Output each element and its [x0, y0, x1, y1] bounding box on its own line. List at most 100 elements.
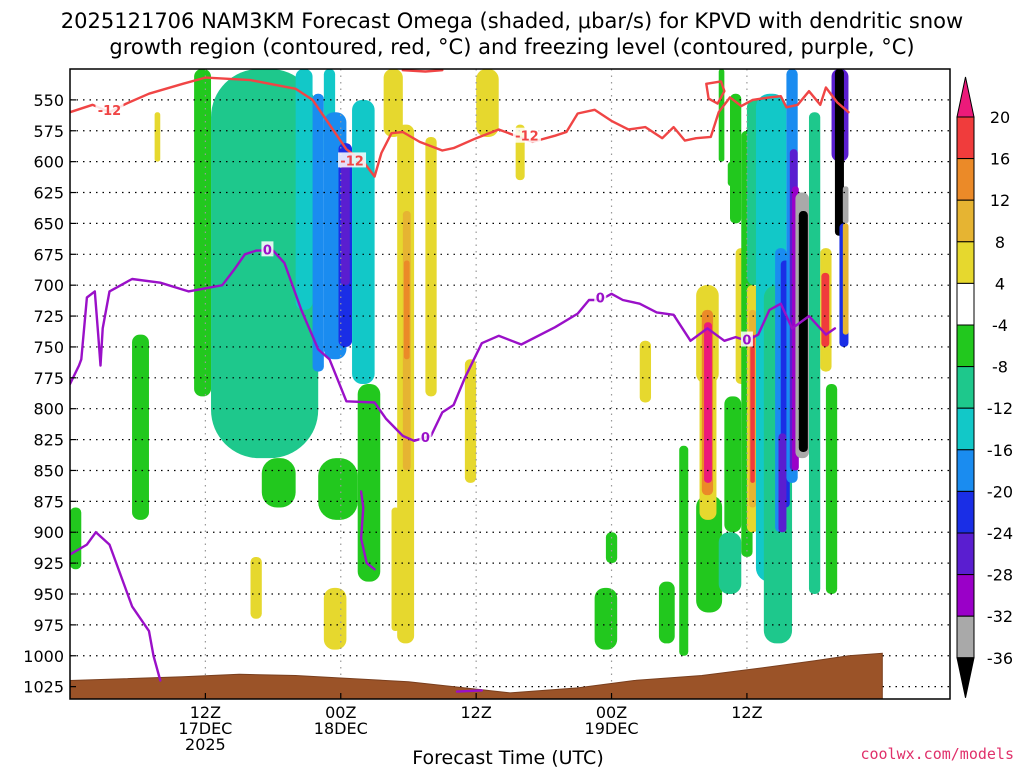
colorbar-swatch [956, 324, 975, 368]
y-tick-label: 950 [33, 585, 64, 604]
omega-cell [808, 112, 821, 594]
y-tick-label: 575 [33, 122, 64, 141]
omega-cell [476, 69, 499, 137]
x-tick-label: 12Z [731, 703, 762, 722]
omega-cell [778, 433, 787, 533]
colorbar-swatch [956, 366, 975, 409]
isotherm-m12-label: -12 [340, 154, 364, 169]
omega-cell [318, 458, 358, 520]
isotherm-0-label-bg [261, 241, 274, 257]
x-tick-label: 12Z [190, 703, 221, 722]
colorbar-swatch [956, 407, 975, 451]
x-axis-label: Forecast Time (UTC) [412, 747, 603, 768]
colorbar-label: -8 [992, 358, 1008, 377]
plot-area: -12 -12 -12 0 0 0 0 [69, 68, 951, 700]
colorbar-swatch [956, 657, 975, 698]
isotherm-m12-label-bg [338, 152, 367, 168]
y-tick-label: 925 [33, 554, 64, 573]
y-tick-label: 800 [33, 400, 64, 419]
omega-cell [425, 136, 437, 397]
colorbar-label: 12 [990, 191, 1010, 210]
chart-title-line-2: growth region (contoured, red, °C) and f… [109, 35, 914, 59]
y-tick-label: 675 [33, 245, 64, 264]
colorbar-label: 16 [990, 150, 1010, 169]
y-tick-label: 700 [33, 276, 64, 295]
y-tick-label: 900 [33, 523, 64, 542]
colorbar-label: -24 [987, 524, 1013, 543]
omega-cell [154, 112, 161, 162]
y-tick-label: 625 [33, 184, 64, 203]
colorbar-label: -16 [987, 441, 1013, 460]
colorbar-label: 4 [995, 274, 1005, 293]
y-tick-label: 775 [33, 369, 64, 388]
y-tick-label: 1025 [23, 678, 64, 697]
omega-cell [312, 93, 324, 372]
omega-cell [842, 186, 849, 224]
isotherm-0-label-bg [419, 429, 432, 445]
omega-cell [464, 359, 477, 483]
y-tick-label: 825 [33, 431, 64, 450]
y-axis: 550 575 600 625 650 675 700 725 750 775 800 825 850 8… [23, 91, 76, 697]
y-tick-label: 750 [33, 338, 64, 357]
omega-cell [261, 458, 296, 508]
omega-cell [250, 556, 262, 619]
colorbar-swatch [956, 76, 975, 118]
colorbar-swatch [956, 490, 975, 534]
omega-cell [798, 211, 808, 452]
plot-frame [69, 68, 951, 700]
omega-cell [211, 69, 319, 459]
omega-cell [679, 445, 689, 656]
colorbar-swatch [956, 158, 975, 201]
isotherm-m12-line [70, 76, 850, 178]
omega-cell [295, 69, 313, 310]
y-tick-label: 600 [33, 153, 64, 172]
omega-cell [132, 334, 149, 520]
isotherm-0-label: 0 [596, 292, 605, 307]
omega-cell [825, 384, 838, 594]
contour-layer: -12 -12 -12 0 0 0 0 [70, 69, 850, 693]
omega-cell [391, 507, 400, 632]
x-tick-label: 18DEC [314, 719, 368, 738]
colorbar-label: -28 [987, 566, 1013, 585]
ground-surface [70, 652, 883, 699]
omega-cell [658, 581, 675, 644]
colorbar-swatch [956, 615, 975, 659]
colorbar-label: -32 [987, 607, 1013, 626]
colorbar-label: -36 [987, 649, 1013, 668]
omega-cell [696, 495, 723, 613]
omega-shading [70, 69, 849, 656]
omega-cell [323, 587, 347, 650]
y-tick-label: 550 [33, 91, 64, 110]
omega-cell [834, 69, 844, 236]
isotherm-0-line [70, 531, 162, 682]
x-tick-label: 2025 [185, 735, 226, 754]
omega-cell [352, 99, 375, 384]
isotherm-0-line [70, 249, 837, 442]
colorbar-swatch [956, 241, 975, 284]
colorbar-label: 20 [990, 108, 1010, 127]
x-tick-label: 00Z [325, 703, 356, 722]
omega-cell [639, 340, 652, 403]
colorbar: 20 16 12 8 4 -4 -8 -12 -16 -20 -24 -28 -32 -36 [956, 76, 1013, 698]
grid-lines [70, 69, 950, 699]
x-tick-label: 17DEC [178, 719, 232, 738]
colorbar-label: -4 [992, 316, 1008, 335]
omega-cell [821, 272, 830, 347]
omega-cell [724, 396, 742, 533]
colorbar-swatch [956, 449, 975, 492]
isotherm-0-label: 0 [421, 431, 430, 446]
omega-cell [594, 587, 618, 650]
omega-cell [605, 532, 618, 564]
y-tick-label: 975 [33, 616, 64, 635]
y-tick-label: 850 [33, 461, 64, 480]
isotherm-m12-label-bg [512, 127, 541, 143]
isotherm-m12-line [705, 80, 726, 105]
omega-cell [718, 532, 742, 594]
isotherm-0-label-bg [740, 331, 753, 347]
credit-text: coolwx.com/models [860, 745, 1014, 763]
isotherm-0-line [455, 689, 483, 693]
isotherm-0-label: 0 [742, 334, 751, 349]
omega-cell [842, 223, 849, 335]
